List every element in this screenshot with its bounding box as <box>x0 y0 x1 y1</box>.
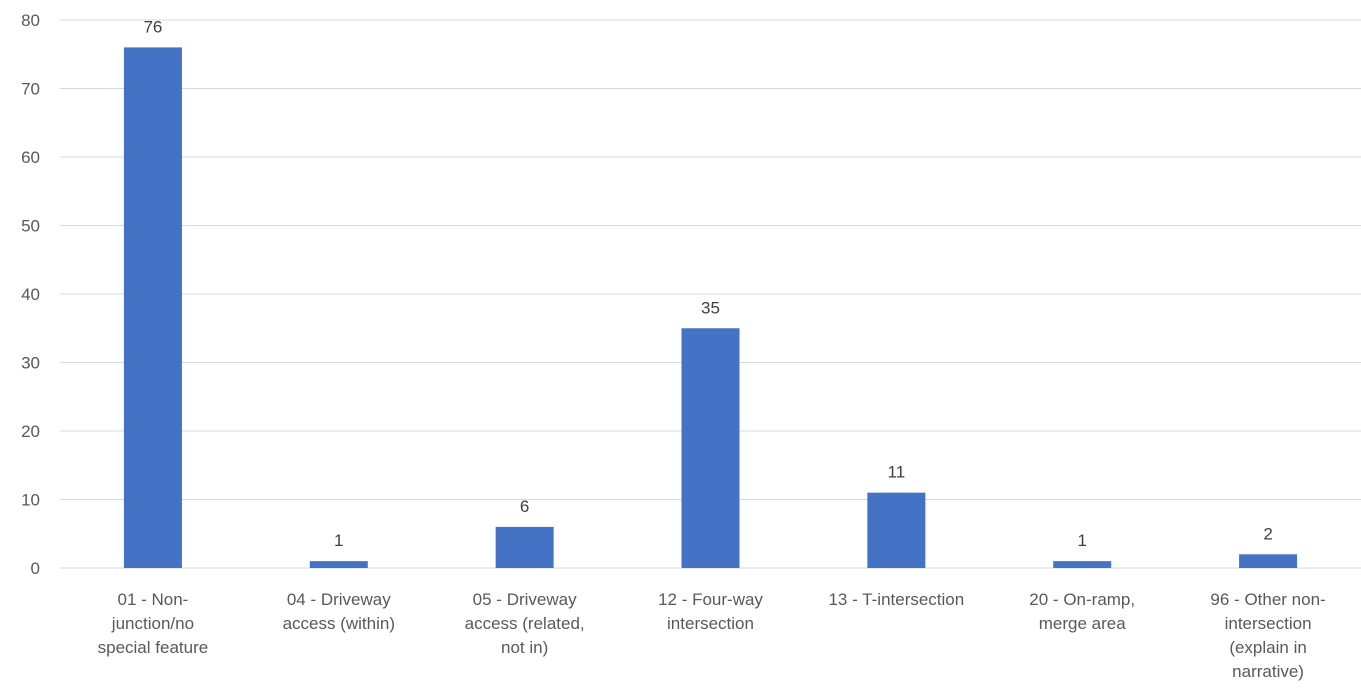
y-tick-label: 80 <box>21 11 40 30</box>
y-tick-label: 20 <box>21 422 40 441</box>
x-category-label: 04 - Driveway access (within) <box>283 590 395 633</box>
gridlines <box>60 19 1361 569</box>
y-tick-label: 40 <box>21 285 40 304</box>
bar <box>1053 561 1112 568</box>
x-category-label: 01 - Non-junction/no special feature <box>98 590 209 657</box>
bars <box>123 47 1298 568</box>
bar <box>1239 554 1298 568</box>
y-tick-label: 70 <box>21 80 40 99</box>
x-axis-category-labels: 01 - Non-junction/no special feature 04 - … <box>98 590 1326 681</box>
bar <box>681 328 740 568</box>
y-tick-label: 30 <box>21 354 40 373</box>
data-label: 2 <box>1263 524 1272 543</box>
data-label: 1 <box>334 531 343 550</box>
x-category-label: 13 - T-intersection <box>828 590 964 609</box>
bar <box>309 561 368 568</box>
bar <box>495 526 554 568</box>
data-label: 1 <box>1077 531 1086 550</box>
y-axis-tick-labels: 0 10 20 30 40 50 60 70 80 <box>21 11 40 578</box>
x-category-label: 96 - Other non-intersection (explain in na… <box>1210 590 1325 681</box>
x-category-label: 05 - Driveway access (related, not in) <box>465 590 585 657</box>
y-tick-label: 60 <box>21 148 40 167</box>
x-category-label: 12 - Four-way intersection <box>658 590 763 633</box>
data-label: 11 <box>888 463 906 482</box>
bar <box>123 47 182 568</box>
y-tick-label: 50 <box>21 217 40 236</box>
data-label: 76 <box>143 17 162 36</box>
y-tick-label: 10 <box>21 491 40 510</box>
data-label: 35 <box>701 298 720 317</box>
data-label: 6 <box>520 497 529 516</box>
y-tick-label: 0 <box>31 559 40 578</box>
bar <box>867 492 926 568</box>
x-category-label: 20 - On-ramp, merge area <box>1029 590 1135 633</box>
